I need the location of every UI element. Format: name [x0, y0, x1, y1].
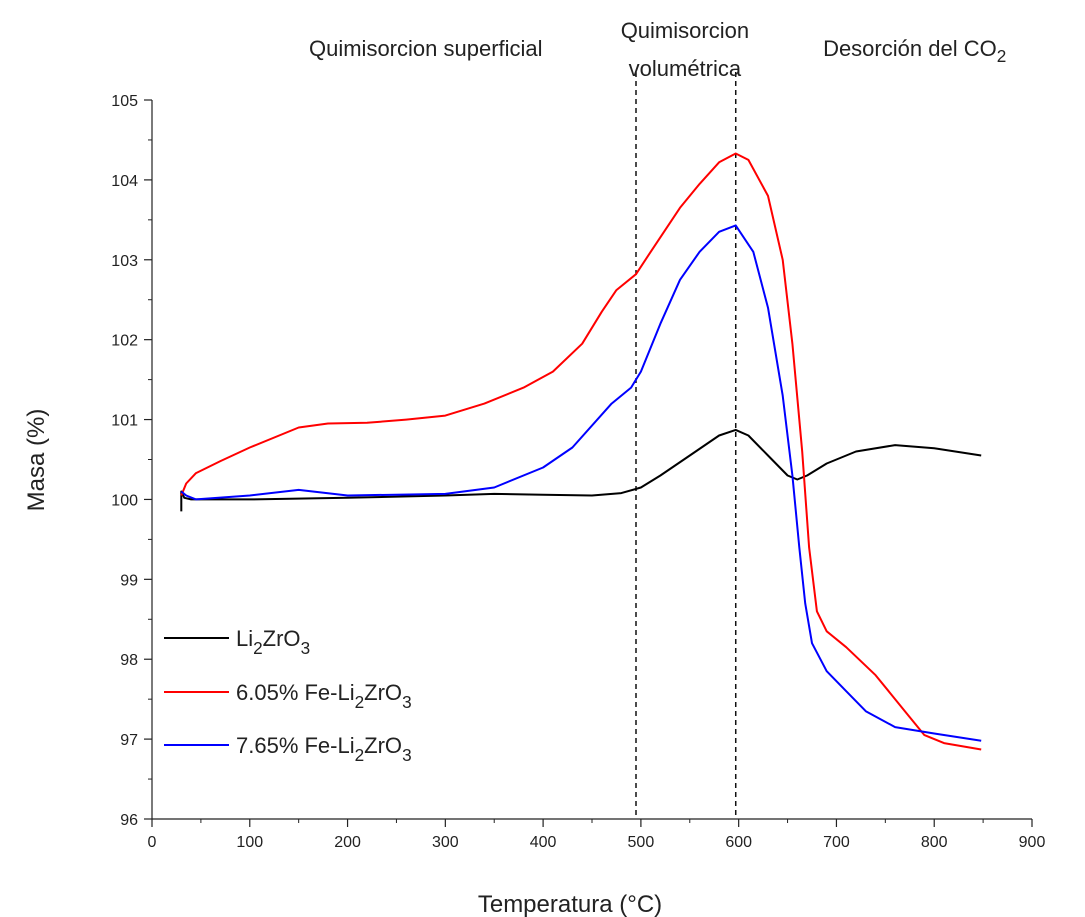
series-line-2	[180, 152, 982, 751]
region-label-surface: Quimisorcion superficial	[309, 36, 543, 61]
x-tick-label: 600	[725, 834, 752, 851]
legend-subscript: 2	[253, 638, 263, 658]
y-tick-label: 98	[120, 652, 138, 669]
legend-subscript: 2	[355, 745, 365, 765]
legend-label-3: 7.65% Fe-Li2ZrO3	[236, 733, 412, 765]
legend-text-part: 7.65% Fe-Li	[236, 733, 355, 758]
legend-subscript: 3	[402, 745, 412, 765]
y-axis-title: Masa (%)	[23, 409, 50, 512]
x-tick-label: 700	[823, 834, 850, 851]
x-tick-label: 200	[334, 834, 361, 851]
y-tick-label: 103	[111, 253, 138, 270]
x-tick-label: 400	[530, 834, 557, 851]
region-label-desorption: Desorción del CO2	[823, 36, 1006, 66]
legend-label-1: Li2ZrO3	[236, 626, 310, 658]
x-tick-label: 0	[148, 834, 157, 851]
series-line-1	[180, 428, 982, 512]
series-lines	[180, 152, 982, 751]
x-axis-title: Temperatura (°C)	[478, 891, 662, 917]
legend-subscript: 3	[402, 692, 412, 712]
y-tick-label: 105	[111, 93, 138, 110]
region-labels: Quimisorcion superficial Quimisorcion volu…	[309, 18, 1006, 81]
region-label-volumetric-line2: volumétrica	[629, 56, 742, 81]
x-tick-label: 900	[1019, 834, 1046, 851]
x-tick-label: 500	[628, 834, 655, 851]
legend-text-part: ZrO	[364, 733, 402, 758]
legend-subscript: 2	[355, 692, 365, 712]
x-tick-label: 800	[921, 834, 948, 851]
x-tick-label: 100	[236, 834, 263, 851]
y-tick-label: 102	[111, 333, 138, 350]
legend-text-part: ZrO	[364, 680, 402, 705]
y-tick-label: 96	[120, 812, 138, 829]
series-line-3	[180, 224, 982, 742]
region-dividers	[635, 72, 737, 819]
y-tick-label: 99	[120, 572, 138, 589]
legend-label-2: 6.05% Fe-Li2ZrO3	[236, 680, 412, 712]
y-tick-label: 101	[111, 413, 138, 430]
y-tick-label: 97	[120, 732, 138, 749]
legend-subscript: 3	[301, 638, 311, 658]
legend-text-part: Li	[236, 626, 253, 651]
y-tick-label: 104	[111, 173, 138, 190]
legend-text-part: 6.05% Fe-Li	[236, 680, 355, 705]
legend-text-part: ZrO	[263, 626, 301, 651]
axes: 0 100 200 300 400 500 600 700 800 900 96 97 98 99 100 1…	[111, 93, 1045, 851]
region-label-volumetric-line1: Quimisorcion	[621, 18, 749, 43]
region-label-subscript: 2	[997, 46, 1007, 66]
y-tick-label: 100	[111, 492, 138, 509]
x-tick-label: 300	[432, 834, 459, 851]
